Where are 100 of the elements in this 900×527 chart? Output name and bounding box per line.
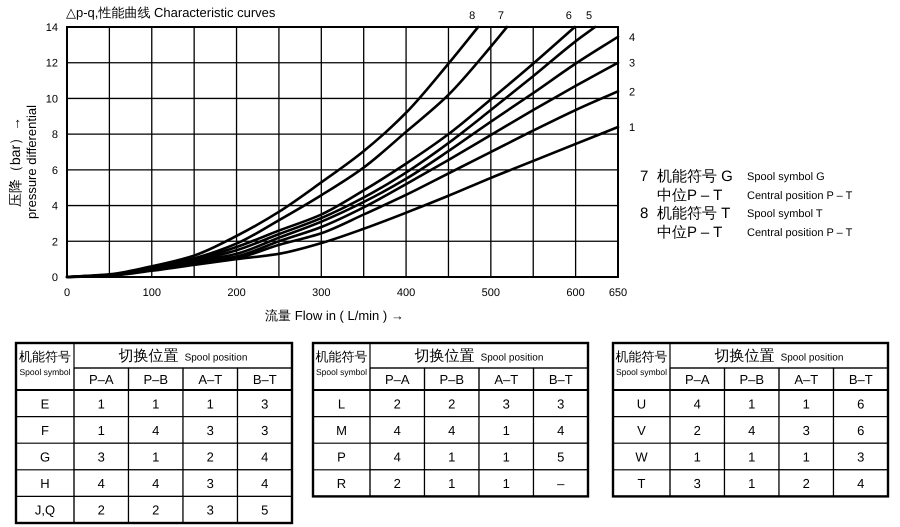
x-tick-label: A–T [198, 372, 222, 387]
series-label: 6 [566, 10, 572, 22]
data-label: 2 [394, 396, 401, 412]
x-axis-title: 切换位置 Spool position [714, 348, 844, 364]
data-label: 3 [98, 450, 105, 464]
x-tick-label: P–A [384, 372, 410, 387]
y-tick-label: 10 [46, 93, 58, 106]
data-label: 2 [394, 476, 401, 492]
y-axis-title: 机能符号 Spool symbol [19, 349, 71, 377]
data-label: 2 [98, 502, 105, 518]
text: 7 [640, 168, 648, 185]
text: 机能符号 T [657, 205, 730, 222]
x-axis-title: 流量 Flow in ( L/min ) → [265, 308, 404, 323]
y-tick-label: U [636, 396, 646, 412]
data-label: 3 [802, 422, 810, 438]
text: Spool symbol T [747, 208, 823, 220]
x-tick-label: B–T [252, 372, 277, 387]
series-label: 1 [628, 122, 636, 134]
x-tick-label: P–B [739, 372, 764, 387]
y-tick-label: H [40, 476, 50, 492]
data-label: 4 [748, 422, 756, 438]
x-tick-label: P–B [439, 372, 464, 387]
data-label: 2 [152, 502, 160, 518]
y-tick-label: L [338, 396, 346, 412]
series-label: 5 [586, 10, 592, 22]
x-tick-label: 100 [142, 287, 161, 299]
text: 中位P – T [657, 224, 722, 241]
y-tick-label: M [336, 422, 347, 438]
data-label: 2 [694, 422, 701, 438]
data-label: 1 [152, 450, 160, 464]
y-tick-label: V [637, 422, 646, 438]
y-tick-label: R [336, 476, 346, 492]
y-tick-label: 0 [52, 272, 58, 284]
series-label: 3 [628, 58, 636, 70]
data-label: 1 [748, 476, 756, 492]
x-tick-label: B–T [548, 372, 573, 387]
y-tick-label: 6 [52, 164, 58, 177]
data-label: 3 [857, 450, 864, 464]
data-label: 1 [206, 396, 214, 412]
data-label: 3 [261, 422, 268, 438]
x-tick-label: 400 [396, 287, 416, 299]
x-tick-label: B–T [848, 372, 873, 387]
text: Central position P – T [747, 227, 853, 239]
data-label: 3 [206, 502, 214, 518]
data-label: 3 [206, 422, 214, 438]
y-tick-label: 4 [52, 200, 58, 213]
y-tick-label: T [638, 476, 646, 492]
data-label: 1 [802, 450, 810, 464]
series-label: 2 [628, 86, 636, 98]
chart-title: △p-q,性能曲线 Characteristic curves [66, 5, 276, 20]
text: – [557, 476, 564, 492]
x-tick-label: 300 [312, 287, 330, 299]
y-tick-label: F [41, 422, 50, 438]
y-tick-label: 2 [52, 236, 58, 248]
text: 机能符号 G [657, 168, 733, 185]
data-label: 4 [152, 476, 160, 492]
y-axis-title: 机能符号 Spool symbol [616, 349, 668, 377]
data-label: 5 [557, 450, 564, 464]
data-label: 6 [857, 422, 864, 438]
data-label: 1 [694, 450, 701, 464]
x-axis-title: 切换位置 Spool position [118, 348, 248, 364]
data-label: 1 [802, 396, 810, 412]
data-label: 1 [748, 450, 756, 464]
series-label: 7 [498, 10, 504, 22]
data-label: 3 [502, 396, 510, 412]
x-tick-label: A–T [494, 372, 518, 387]
data-label: 1 [448, 476, 456, 492]
data-label: 1 [98, 396, 105, 412]
text: 中位P – T [657, 187, 722, 204]
data-label: 1 [748, 396, 756, 412]
y-tick-label: W [635, 450, 648, 464]
y-tick-label: P [337, 450, 346, 464]
data-label: 1 [98, 422, 105, 438]
y-tick-label: 14 [46, 22, 58, 34]
series-label: 4 [628, 32, 636, 44]
text: Central position P – T [747, 190, 853, 202]
x-tick-label: 650 [608, 287, 628, 299]
data-label: 2 [206, 450, 214, 464]
y-tick-label: 12 [46, 58, 58, 70]
x-tick-label: 500 [482, 287, 500, 299]
data-label: 4 [857, 476, 864, 492]
data-label: 4 [557, 422, 564, 438]
data-label: 4 [394, 422, 401, 438]
data-label: 4 [261, 476, 268, 492]
data-label: 2 [802, 476, 810, 492]
y-tick-label: 8 [52, 129, 58, 142]
data-label: 4 [261, 450, 268, 464]
data-label: 6 [857, 396, 864, 412]
data-label: 3 [694, 476, 701, 492]
text: Spool symbol G [747, 171, 825, 183]
data-label: 4 [394, 450, 401, 464]
data-label: 3 [261, 396, 268, 412]
x-tick-label: A–T [794, 372, 818, 387]
data-label: 1 [152, 396, 160, 412]
data-label: 1 [502, 422, 510, 438]
data-label: 5 [261, 502, 268, 518]
data-label: 4 [98, 476, 105, 492]
data-label: 4 [152, 422, 160, 438]
y-axis-title: 压降（bar）→ pressure differential [7, 104, 39, 219]
x-tick-label: 0 [64, 287, 70, 299]
